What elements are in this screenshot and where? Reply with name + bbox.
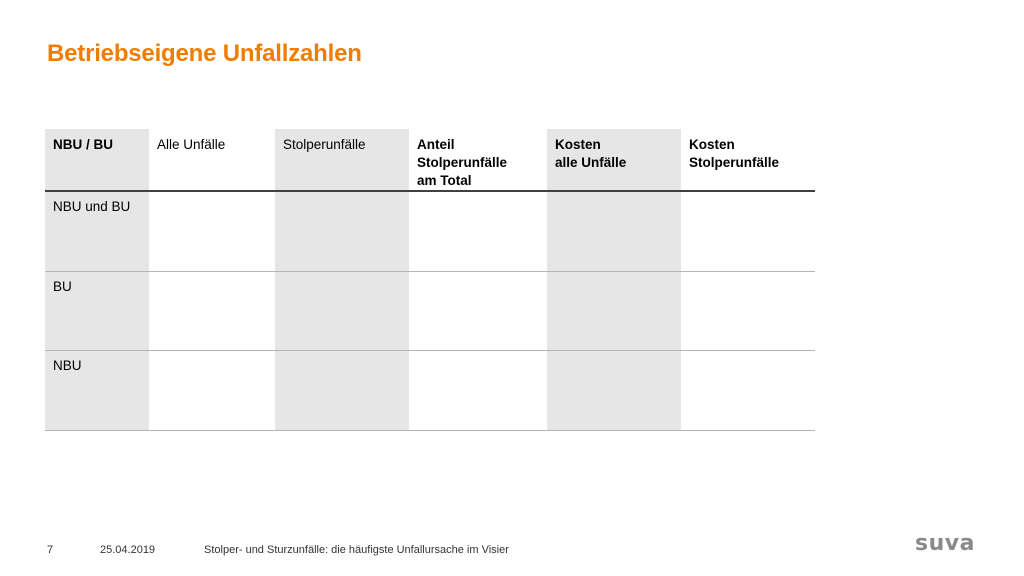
column-header-kosten-alle: Kosten alle Unfälle — [555, 137, 627, 170]
column-header-alle-unfaelle: Alle Unfälle — [157, 137, 226, 152]
row-rule — [45, 350, 815, 351]
column-header-stolperunfaelle: Stolperunfälle — [283, 137, 366, 152]
column-background-kosten-alle — [547, 129, 681, 431]
suva-logo: suva — [915, 531, 975, 556]
column-header-kosten-stolper: Kosten Stolperunfälle — [689, 137, 780, 170]
table-row-label: NBU und BU — [53, 199, 131, 214]
column-header-anteil: Anteil Stolperunfälle am Total — [417, 137, 508, 188]
page-title: Betriebseigene Unfallzahlen — [47, 40, 362, 67]
footer-date: 25.04.2019 — [100, 544, 156, 556]
table-row-label: BU — [53, 279, 72, 294]
page-number: 7 — [47, 544, 54, 556]
row-rule — [45, 271, 815, 272]
column-background-nbu-bu — [45, 129, 149, 431]
header-rule — [45, 190, 815, 192]
column-background-stolperunfaelle — [275, 129, 409, 431]
footer-text: Stolper- und Sturzunfälle: die häufigste… — [204, 544, 509, 556]
table-row-label: NBU — [53, 358, 82, 373]
row-rule — [45, 430, 815, 431]
column-header-nbu-bu: NBU / BU — [53, 137, 113, 152]
accident-figures-table: NBU / BU Alle Unfälle Stolperunfälle Ant… — [45, 129, 815, 431]
